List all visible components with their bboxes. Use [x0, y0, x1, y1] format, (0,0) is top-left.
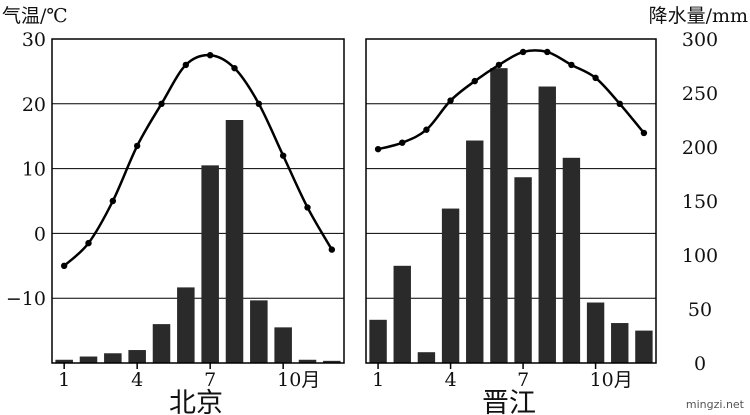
precipitation-bar: [201, 165, 219, 363]
temperature-point: [109, 197, 117, 205]
left-tick-label: −10: [6, 288, 46, 310]
temperature-point: [423, 126, 430, 133]
temperature-point: [519, 48, 527, 56]
precipitation-bar: [562, 157, 581, 363]
x-tick-label: 7: [517, 369, 529, 391]
right-tick-label: 250: [682, 83, 718, 105]
left-tick-label: 30: [22, 29, 46, 51]
right-tick-label: 300: [682, 29, 718, 51]
precipitation-bar: [490, 68, 508, 363]
precipitation-bar: [177, 287, 195, 363]
precipitation-bar: [369, 319, 387, 363]
precipitation-bar: [538, 86, 556, 364]
x-tick-label: 4: [131, 369, 143, 391]
precipitation-bar: [611, 323, 629, 363]
x-tick-label: 1: [58, 369, 70, 391]
temperature-point: [255, 100, 263, 108]
temperature-point: [399, 139, 406, 146]
left-axis-ticks: 30 20 10 0 −10: [6, 29, 46, 310]
temperature-line: [377, 49, 645, 151]
temperature-point: [495, 61, 503, 69]
x-tick-label: 7: [204, 369, 216, 391]
temperature-line: [63, 53, 333, 267]
precipitation-bar: [323, 360, 341, 363]
x-tick-label: 1: [372, 369, 384, 391]
left-axis-unit: 气温/℃: [2, 5, 68, 27]
precipitation-bar: [104, 353, 122, 363]
temperature-point: [374, 145, 382, 153]
temperature-point: [592, 74, 599, 82]
x-tick-label: 10月: [590, 369, 633, 391]
left-tick-label: 0: [34, 223, 46, 245]
x-tick-label: 4: [445, 369, 457, 391]
precipitation-bar: [586, 302, 605, 363]
plot-frame: [51, 38, 345, 364]
precipitation-bar: [55, 359, 73, 363]
right-axis-ticks: 300 250 200 150 100 50 0: [682, 29, 718, 375]
temperature-point: [304, 204, 311, 211]
temperature-point: [544, 48, 551, 56]
precipitation-bar: [79, 356, 98, 363]
temperature-point: [85, 239, 92, 247]
temperature-point: [182, 61, 190, 69]
x-tick-label: 10月: [277, 369, 320, 391]
temperature-point: [133, 142, 141, 150]
temperature-point: [471, 77, 478, 85]
temperature-point: [568, 61, 575, 69]
precipitation-bar: [514, 177, 532, 363]
precipitation-bar: [298, 359, 317, 363]
temperature-point: [640, 129, 648, 137]
temperature-point: [158, 100, 165, 108]
right-tick-label: 200: [682, 137, 718, 159]
precipitation-bar: [466, 140, 484, 363]
temperature-point: [206, 52, 214, 59]
right-tick-label: 0: [694, 353, 706, 375]
precipitation-bar: [250, 300, 268, 363]
right-tick-label: 100: [682, 245, 718, 267]
precipitation-bar: [441, 208, 460, 363]
precipitation-bar: [393, 265, 411, 363]
temperature-point: [60, 262, 68, 269]
temperature-point: [231, 64, 238, 72]
left-tick-label: 20: [22, 94, 46, 116]
right-axis-unit: 降水量/mm: [649, 5, 748, 27]
right-tick-label: 50: [688, 299, 712, 321]
plot-frame: [365, 38, 657, 364]
precipitation-bar: [274, 327, 292, 363]
precipitation-bar: [417, 352, 436, 363]
temperature-point: [279, 152, 287, 159]
temperature-point: [447, 97, 454, 104]
precipitation-bar: [128, 350, 146, 363]
right-tick-label: 150: [682, 191, 718, 213]
watermark: mingzi.net: [686, 398, 745, 411]
precipitation-bar: [225, 120, 244, 363]
city-title: 晋江: [482, 388, 536, 415]
precipitation-bar: [635, 330, 653, 363]
temperature-point: [616, 100, 623, 108]
left-tick-label: 10: [22, 159, 46, 181]
city-title: 北京: [169, 388, 223, 415]
temperature-point: [328, 246, 336, 253]
precipitation-bar: [152, 324, 171, 363]
